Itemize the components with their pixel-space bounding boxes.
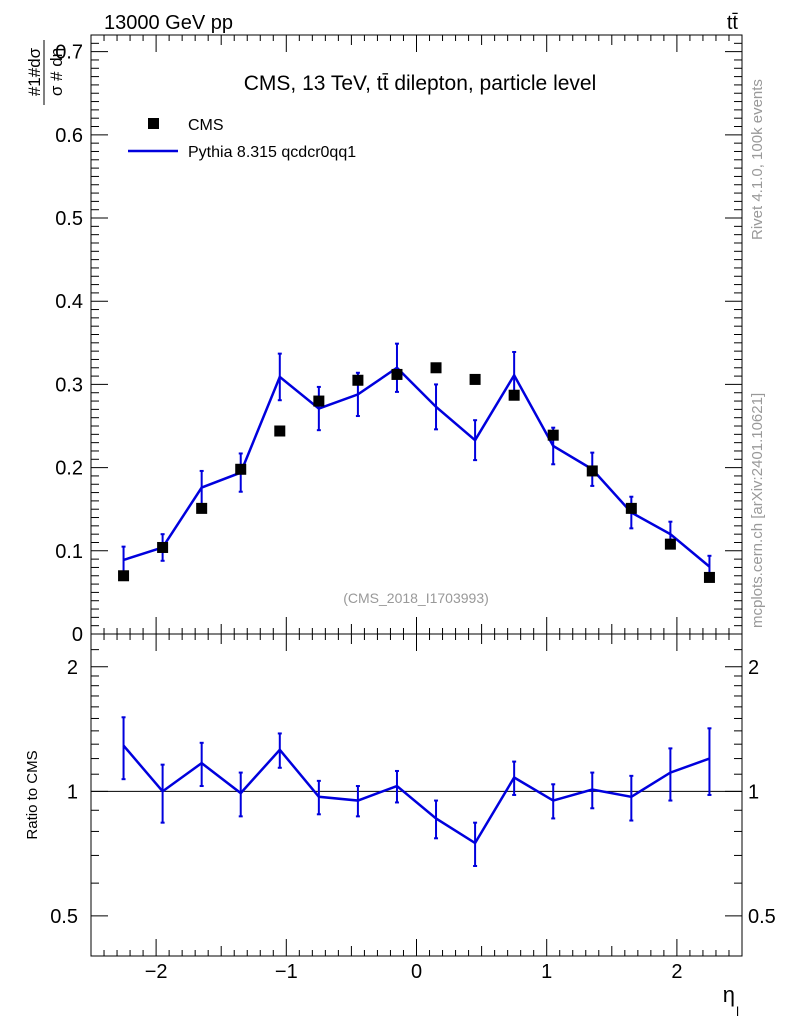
energy-label: 13000 GeV pp [104,12,233,34]
process-label: tt̄ [727,12,739,34]
y-axis-label-main-denominator: σ # dη [47,48,66,96]
chart-title: CMS, 13 TeV, tt̄ dilepton, particle leve… [244,72,597,95]
x-axis-label-subscript: l [736,1004,739,1019]
rivet-label: Rivet 4.1.0, 100k events [749,79,766,240]
y-tick-label: 0.7 [55,42,83,64]
y-tick-label: 0.3 [55,374,83,396]
cms-data-point [664,538,676,550]
legend: CMS Pythia 8.315 qcdcr0qq1 [128,117,356,161]
cms-data-point [157,541,169,553]
mcplots-label: mcplots.cern.ch [arXiv:2401.10621] [749,393,766,628]
y-tick-label: 0.4 [55,291,83,313]
ratio-y-tick-label-right: 0.5 [748,906,776,928]
cms-data-point [235,463,247,475]
x-tick-label: −2 [145,961,168,983]
ratio-y-tick-label: 2 [67,657,78,679]
ratio-y-tick-label: 1 [67,781,78,803]
cms-data-point [313,395,325,407]
y-axis-label-main: #1#dσ [25,47,44,96]
x-tick-label: 1 [541,961,552,983]
cms-data-point [430,362,442,374]
cms-data-point [703,571,715,583]
cms-data-point [547,429,559,441]
ratio-y-tick-label: 0.5 [50,906,78,928]
x-axis-label: η [723,982,735,1007]
y-tick-label: 0.5 [55,208,83,230]
y-axis-label-ratio: Ratio to CMS [24,750,41,839]
legend-cms-marker [148,118,159,129]
cms-data-point [586,465,598,477]
legend-cms-label: CMS [188,117,224,134]
cms-data-point [352,374,364,386]
ratio-plot-frame [90,633,743,957]
x-tick-label: −1 [275,961,298,983]
ratio-y-tick-label-right: 1 [748,781,759,803]
y-tick-label: 0.6 [55,125,83,147]
legend-pythia-label: Pythia 8.315 qcdcr0qq1 [188,144,356,161]
cms-data-point [274,425,286,437]
cms-data-point [508,389,520,401]
ratio-y-tick-label-right: 2 [748,657,759,679]
cms-data-point [469,373,481,385]
y-tick-label: 0.2 [55,458,83,480]
cms-data-point [196,502,208,514]
analysis-watermark: (CMS_2018_I1703993) [343,590,489,606]
cms-data-point [391,368,403,380]
pythia-series-line [123,366,711,568]
cms-data-point [625,502,637,514]
x-tick-label: 2 [671,961,682,983]
y-tick-label: 0 [72,624,83,646]
x-tick-label: 0 [411,961,422,983]
y-tick-label: 0.1 [55,541,83,563]
cms-data-point [118,570,130,582]
pythia-ratio-line [122,744,710,845]
